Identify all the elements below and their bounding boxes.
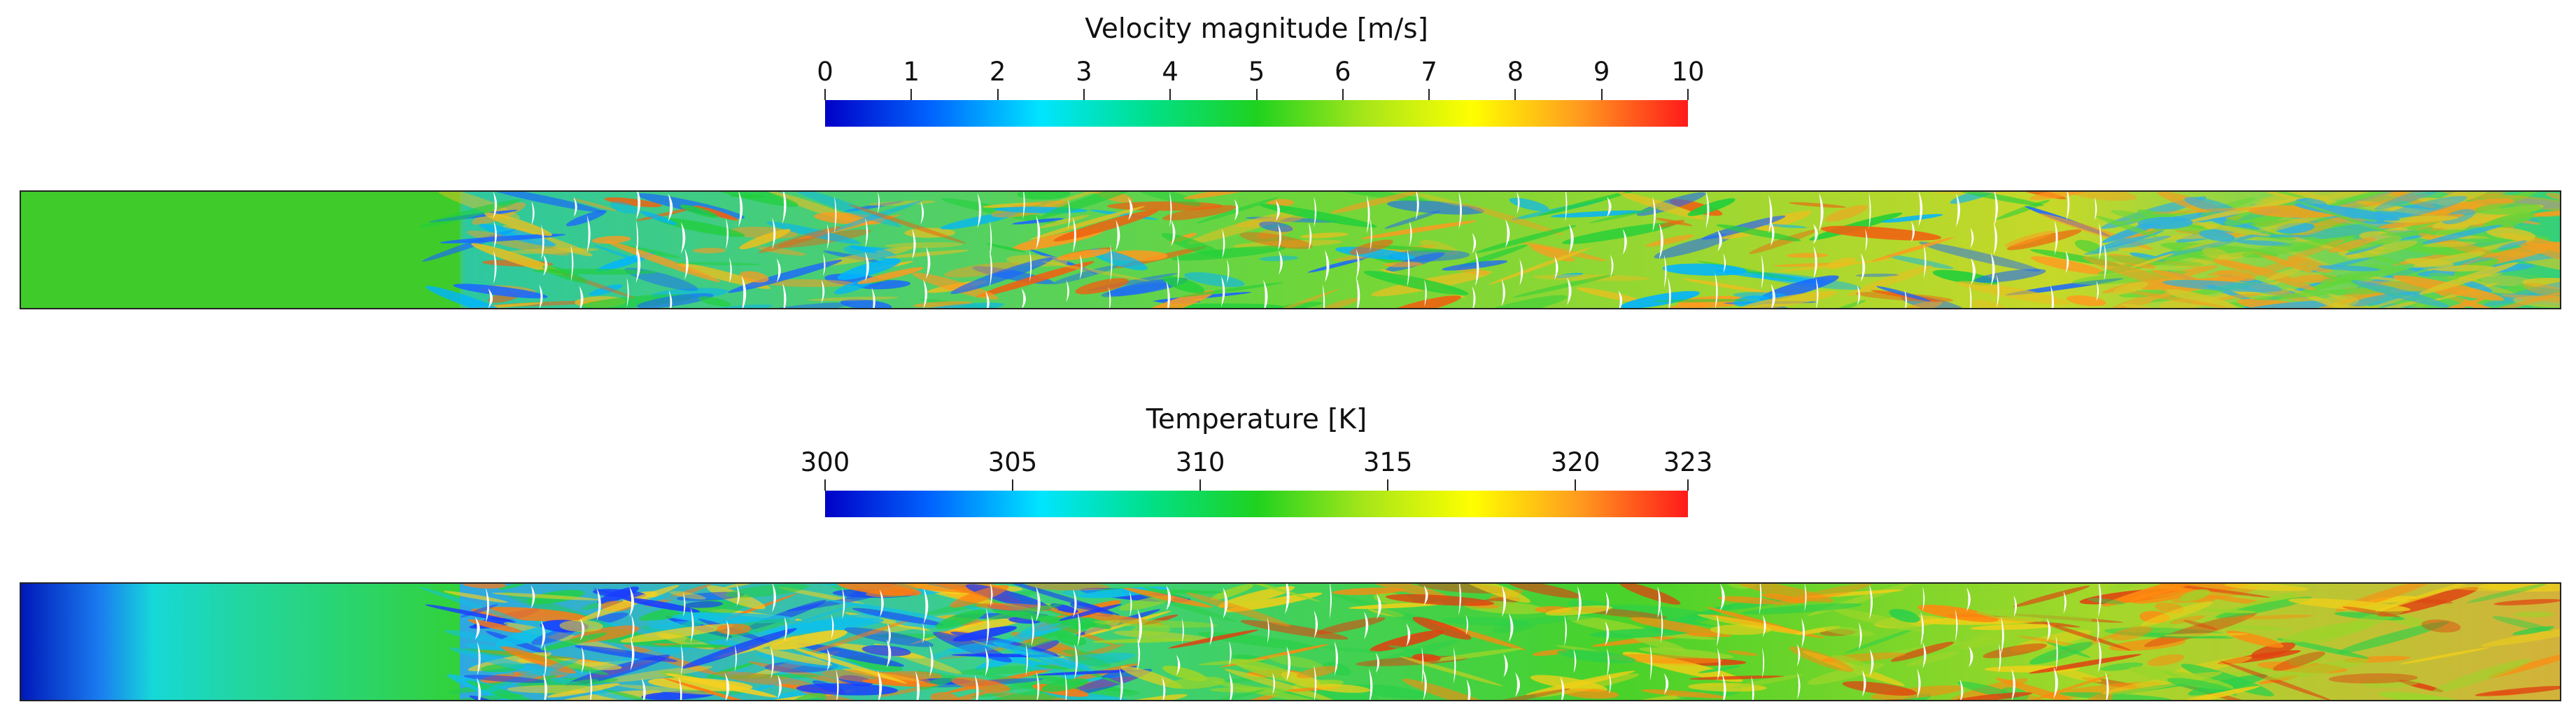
velocity-tick-mark xyxy=(1600,89,1603,100)
temperature-colorbar-title: Temperature [K] xyxy=(1146,404,1367,435)
temperature-tick-mark xyxy=(1687,479,1689,491)
velocity-tick-mark xyxy=(1342,89,1344,100)
velocity-tick-label: 4 xyxy=(1162,57,1178,87)
velocity-tick-mark xyxy=(910,89,913,100)
velocity-tick-label: 9 xyxy=(1593,57,1610,87)
temperature-tick-mark xyxy=(1199,479,1202,491)
velocity-field-plot xyxy=(20,190,2561,309)
temperature-tick-label: 315 xyxy=(1363,447,1413,477)
velocity-tick-mark xyxy=(1169,89,1171,100)
temperature-tick-label: 300 xyxy=(800,447,850,477)
velocity-tick-label: 10 xyxy=(1671,57,1705,87)
velocity-tick-label: 1 xyxy=(903,57,920,87)
temperature-colorbar xyxy=(825,491,1688,517)
temperature-field-plot xyxy=(20,582,2561,701)
temperature-tick-mark xyxy=(1575,479,1577,491)
velocity-tick-label: 0 xyxy=(817,57,833,87)
velocity-tick-label: 3 xyxy=(1076,57,1092,87)
temperature-tick-label: 320 xyxy=(1550,447,1600,477)
temperature-tick-mark xyxy=(824,479,826,491)
temperature-tick-label: 310 xyxy=(1175,447,1225,477)
temperature-tick-label: 323 xyxy=(1663,447,1713,477)
velocity-colorbar xyxy=(825,100,1688,127)
velocity-tick-mark xyxy=(1428,89,1430,100)
temperature-field-image xyxy=(21,584,2560,700)
velocity-tick-mark xyxy=(997,89,999,100)
temperature-tick-mark xyxy=(1387,479,1389,491)
velocity-tick-label: 7 xyxy=(1421,57,1437,87)
velocity-tick-label: 8 xyxy=(1507,57,1524,87)
velocity-tick-label: 2 xyxy=(989,57,1006,87)
velocity-field-image xyxy=(21,192,2560,308)
velocity-tick-mark xyxy=(824,89,826,100)
velocity-tick-label: 5 xyxy=(1248,57,1265,87)
velocity-tick-mark xyxy=(1687,89,1689,100)
velocity-tick-mark xyxy=(1255,89,1258,100)
velocity-tick-mark xyxy=(1514,89,1516,100)
temperature-tick-label: 305 xyxy=(987,447,1038,477)
temperature-tick-mark xyxy=(1012,479,1014,491)
velocity-tick-label: 6 xyxy=(1335,57,1351,87)
velocity-tick-mark xyxy=(1083,89,1085,100)
velocity-colorbar-title: Velocity magnitude [m/s] xyxy=(1085,13,1428,45)
